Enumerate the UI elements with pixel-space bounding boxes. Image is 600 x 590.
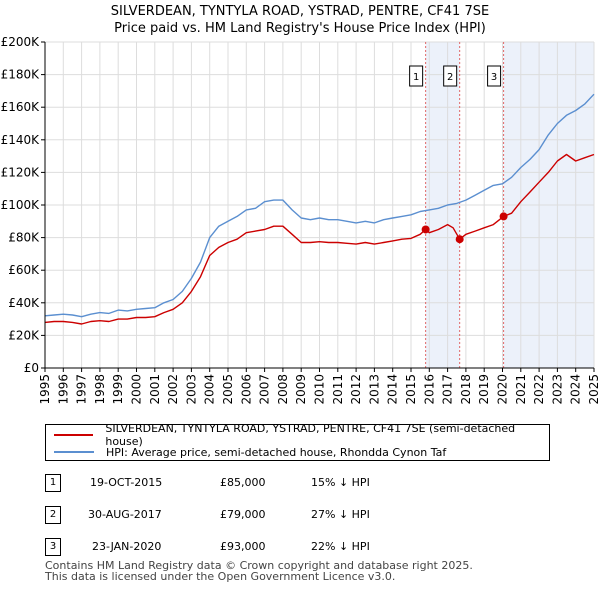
x-tick-label: 2006 bbox=[239, 374, 253, 405]
transaction-point bbox=[421, 225, 430, 234]
x-tick-label: 2016 bbox=[422, 374, 436, 405]
x-tick-label: 2007 bbox=[258, 374, 272, 405]
transaction-price: £93,000 bbox=[220, 540, 266, 553]
x-tick-label: 2013 bbox=[367, 374, 381, 405]
transaction-date: 30-AUG-2017 bbox=[88, 508, 162, 521]
x-tick-label: 2021 bbox=[514, 374, 528, 405]
x-tick-label: 2004 bbox=[203, 374, 217, 405]
transaction-label: 2 bbox=[447, 72, 453, 83]
x-tick-label: 1996 bbox=[56, 374, 70, 405]
x-tick-label: 2008 bbox=[276, 374, 290, 405]
x-tick-label: 2005 bbox=[221, 374, 235, 405]
x-tick-label: 1998 bbox=[93, 374, 107, 405]
chart-title-line1: SILVERDEAN, TYNTYLA ROAD, YSTRAD, PENTRE… bbox=[110, 4, 490, 19]
transaction-label: 1 bbox=[413, 72, 419, 83]
x-tick-label: 2015 bbox=[404, 374, 418, 405]
footer-line-1: Contains HM Land Registry data © Crown c… bbox=[45, 559, 473, 572]
y-tick-label: £80K bbox=[8, 231, 40, 245]
x-tick-label: 2017 bbox=[441, 374, 455, 405]
transaction-date: 19-OCT-2015 bbox=[90, 476, 163, 489]
transaction-point bbox=[455, 235, 464, 244]
legend-swatch-price bbox=[54, 434, 94, 436]
transaction-number-badge: 2 bbox=[45, 506, 61, 524]
transaction-label-box bbox=[487, 65, 502, 87]
x-tick-label: 2025 bbox=[587, 374, 600, 405]
x-tick-label: 2001 bbox=[148, 374, 162, 405]
x-tick-label: 1999 bbox=[111, 374, 125, 405]
y-tick-label: £180K bbox=[1, 68, 41, 82]
x-tick-label: 2019 bbox=[477, 374, 491, 405]
x-tick-label: 1997 bbox=[75, 374, 89, 405]
transaction-hpi-diff: 27% ↓ HPI bbox=[311, 508, 370, 521]
chart-title-line2: Price paid vs. HM Land Registry's House … bbox=[114, 21, 486, 36]
transaction-date: 23-JAN-2020 bbox=[92, 540, 162, 553]
price-series-line bbox=[44, 153, 595, 325]
price-chart: 1 2 3 £0 £20K £40K £60K £80K £100K £120K £140K £160… bbox=[1, 35, 600, 405]
x-tick-label: 2023 bbox=[550, 374, 564, 405]
hpi-series-line bbox=[44, 93, 595, 318]
transaction-label-box bbox=[443, 65, 458, 87]
x-tick-label: 2014 bbox=[386, 374, 400, 405]
y-tick-label: £20K bbox=[8, 328, 40, 342]
legend-item-price: SILVERDEAN, TYNTYLA ROAD, YSTRAD, PENTRE… bbox=[54, 422, 549, 448]
transaction-label-box bbox=[409, 65, 424, 87]
legend: SILVERDEAN, TYNTYLA ROAD, YSTRAD, PENTRE… bbox=[45, 422, 550, 461]
transaction-point bbox=[499, 212, 508, 221]
y-tick-label: £140K bbox=[1, 133, 41, 147]
legend-label-hpi: HPI: Average price, semi-detached house,… bbox=[106, 445, 447, 459]
y-tick-label: £60K bbox=[8, 263, 40, 277]
footer-attribution: Contains HM Land Registry data © Crown c… bbox=[45, 560, 473, 582]
x-tick-label: 2024 bbox=[569, 374, 583, 405]
y-tick-label: £200K bbox=[1, 35, 41, 49]
x-tick-label: 2002 bbox=[166, 374, 180, 405]
transaction-number-badge: 3 bbox=[45, 538, 61, 556]
x-tick-label: 2009 bbox=[294, 374, 308, 405]
transaction-price: £79,000 bbox=[220, 508, 266, 521]
x-tick-label: 2010 bbox=[313, 374, 327, 405]
transaction-label: 3 bbox=[491, 72, 497, 83]
x-tick-label: 2022 bbox=[532, 374, 546, 405]
transaction-hpi-diff: 15% ↓ HPI bbox=[311, 476, 370, 489]
x-tick-label: 2000 bbox=[130, 374, 144, 405]
y-tick-label: £160K bbox=[1, 100, 41, 114]
x-tick-label: 2011 bbox=[331, 374, 345, 405]
transaction-number-badge: 1 bbox=[45, 474, 61, 492]
x-tick-label: 1995 bbox=[38, 374, 52, 405]
x-tick-label: 2012 bbox=[349, 374, 363, 405]
legend-swatch-hpi bbox=[54, 451, 94, 453]
x-tick-label: 2020 bbox=[496, 374, 510, 405]
y-tick-label: £120K bbox=[1, 165, 41, 179]
x-tick-label: 2003 bbox=[184, 374, 198, 405]
y-tick-label: £0 bbox=[24, 361, 39, 375]
x-tick-label: 2018 bbox=[459, 374, 473, 405]
y-tick-label: £40K bbox=[8, 296, 40, 310]
legend-item-hpi: HPI: Average price, semi-detached house,… bbox=[54, 444, 446, 460]
footer-line-2: This data is licensed under the Open Gov… bbox=[45, 570, 396, 583]
transaction-hpi-diff: 22% ↓ HPI bbox=[311, 540, 370, 553]
y-tick-label: £100K bbox=[1, 198, 41, 212]
transaction-price: £85,000 bbox=[220, 476, 266, 489]
legend-label-price: SILVERDEAN, TYNTYLA ROAD, YSTRAD, PENTRE… bbox=[105, 422, 516, 448]
